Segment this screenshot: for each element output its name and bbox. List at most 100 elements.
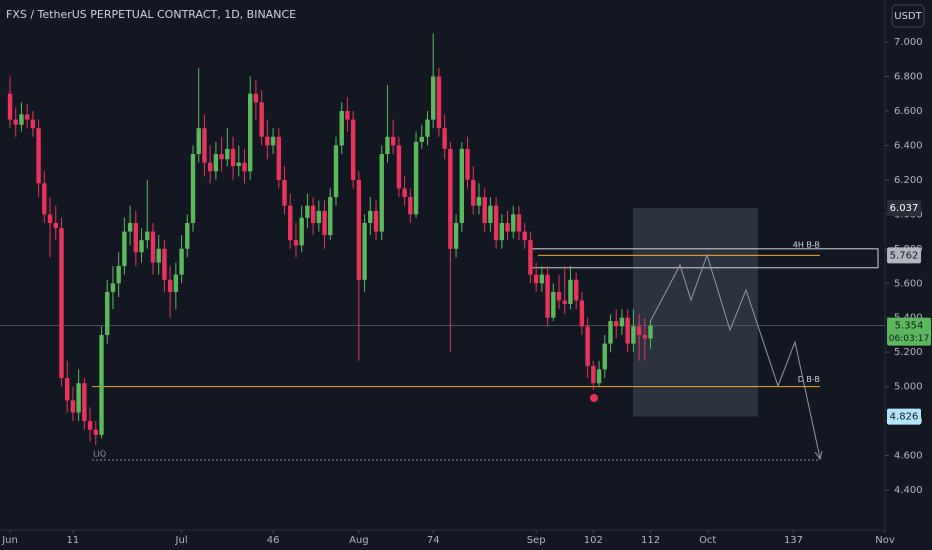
- badge-top: [887, 199, 921, 216]
- candle-body: [562, 300, 567, 304]
- candle-body: [105, 291, 110, 335]
- y-tick-label: 4.400: [894, 485, 923, 496]
- candle-body: [225, 148, 230, 160]
- candle-body: [213, 154, 219, 172]
- candle-body: [24, 114, 30, 120]
- candle-body: [282, 179, 287, 206]
- candle-body: [333, 145, 339, 198]
- candle-body: [642, 334, 648, 339]
- candle-body: [299, 217, 304, 246]
- candle-body: [110, 283, 116, 292]
- x-tick-label: Nov: [875, 535, 895, 546]
- candle-body: [310, 205, 316, 223]
- signal-dot: [590, 394, 598, 402]
- candle-body: [328, 197, 333, 236]
- candle-body: [150, 231, 156, 263]
- candle-body: [219, 154, 224, 160]
- candle-body: [70, 400, 76, 413]
- candle-body: [350, 119, 356, 180]
- position-box: [633, 207, 758, 417]
- candle-body: [648, 325, 653, 339]
- candle-body: [528, 240, 533, 275]
- zone-label: 4H B-B: [793, 240, 820, 249]
- badge-top-text: 6.037: [890, 203, 919, 214]
- candle-body: [47, 214, 53, 223]
- y-tick-label: 6.600: [894, 106, 923, 117]
- candle-body: [579, 300, 585, 327]
- candle-body: [19, 114, 24, 125]
- candle-body: [185, 222, 190, 249]
- candle-body: [259, 102, 264, 137]
- currency-button[interactable]: [891, 4, 925, 28]
- candle-body: [59, 228, 64, 379]
- candle-body: [402, 188, 407, 198]
- y-tick-label: 5.200: [894, 347, 923, 358]
- badge-last: [887, 317, 931, 346]
- candle-body: [99, 334, 104, 435]
- candle-body: [36, 128, 41, 184]
- candle-body: [459, 148, 465, 223]
- candle-body: [614, 321, 619, 327]
- candle-body: [82, 383, 87, 422]
- candle-body: [608, 321, 613, 344]
- badge-entry: [887, 247, 921, 264]
- level-label: D B-B: [798, 375, 820, 384]
- badge-last-text: 5.354: [895, 321, 924, 332]
- candle-body: [139, 240, 144, 253]
- candle-body: [516, 214, 522, 232]
- plot: 4.4004.6004.8005.0005.2005.4005.6005.800…: [0, 33, 931, 546]
- candle-body: [636, 326, 642, 335]
- x-tick-label: 11: [67, 535, 80, 546]
- candle-body: [276, 136, 281, 180]
- y-tick-label: 6.400: [894, 140, 923, 151]
- candle-body: [356, 179, 362, 280]
- candle-body: [190, 154, 196, 223]
- candle-body: [42, 183, 47, 215]
- candle-body: [596, 369, 602, 384]
- candle-body: [545, 274, 550, 318]
- candle-body: [408, 197, 413, 215]
- candle-body: [179, 248, 184, 275]
- candle-body: [471, 179, 476, 206]
- candle-body: [453, 222, 459, 249]
- chart-title: FXS / TetherUS PERPETUAL CONTRACT, 1D, B…: [6, 8, 296, 21]
- candle-body: [270, 136, 276, 146]
- candle-body: [591, 365, 596, 384]
- candle-body: [196, 128, 201, 155]
- candle-body: [465, 148, 470, 180]
- candle-body: [362, 222, 367, 280]
- x-tick-label: 74: [427, 535, 440, 546]
- y-tick-label: 5.000: [894, 382, 923, 393]
- candle-body: [419, 136, 424, 142]
- y-tick-label: 7.000: [894, 37, 923, 48]
- candle-body: [556, 291, 562, 301]
- candle-body: [230, 148, 236, 167]
- x-tick-label: Sep: [527, 535, 546, 546]
- x-tick-label: 137: [784, 535, 803, 546]
- candle-body: [305, 205, 310, 218]
- candle-body: [116, 266, 121, 284]
- candle-body: [625, 317, 630, 344]
- candle-body: [585, 326, 590, 366]
- badge-bottom-text: 4.826: [890, 412, 919, 423]
- candle-body: [236, 162, 241, 167]
- candle-body: [127, 222, 133, 232]
- badge-entry-text: 5.762: [890, 250, 919, 261]
- candle-body: [425, 119, 430, 137]
- candle-body: [631, 326, 636, 344]
- candle-body: [522, 231, 527, 241]
- candle-body: [551, 291, 556, 318]
- candle-body: [202, 128, 207, 163]
- candle-body: [488, 205, 493, 223]
- candle-body: [207, 162, 213, 172]
- candle-body: [505, 222, 510, 232]
- candle-body: [13, 119, 18, 125]
- badge-bottom: [887, 408, 921, 425]
- candle-body: [373, 210, 379, 232]
- candle-body: [568, 279, 573, 304]
- x-tick-label: 46: [267, 535, 280, 546]
- candle-body: [64, 378, 70, 401]
- candle-body: [293, 240, 299, 246]
